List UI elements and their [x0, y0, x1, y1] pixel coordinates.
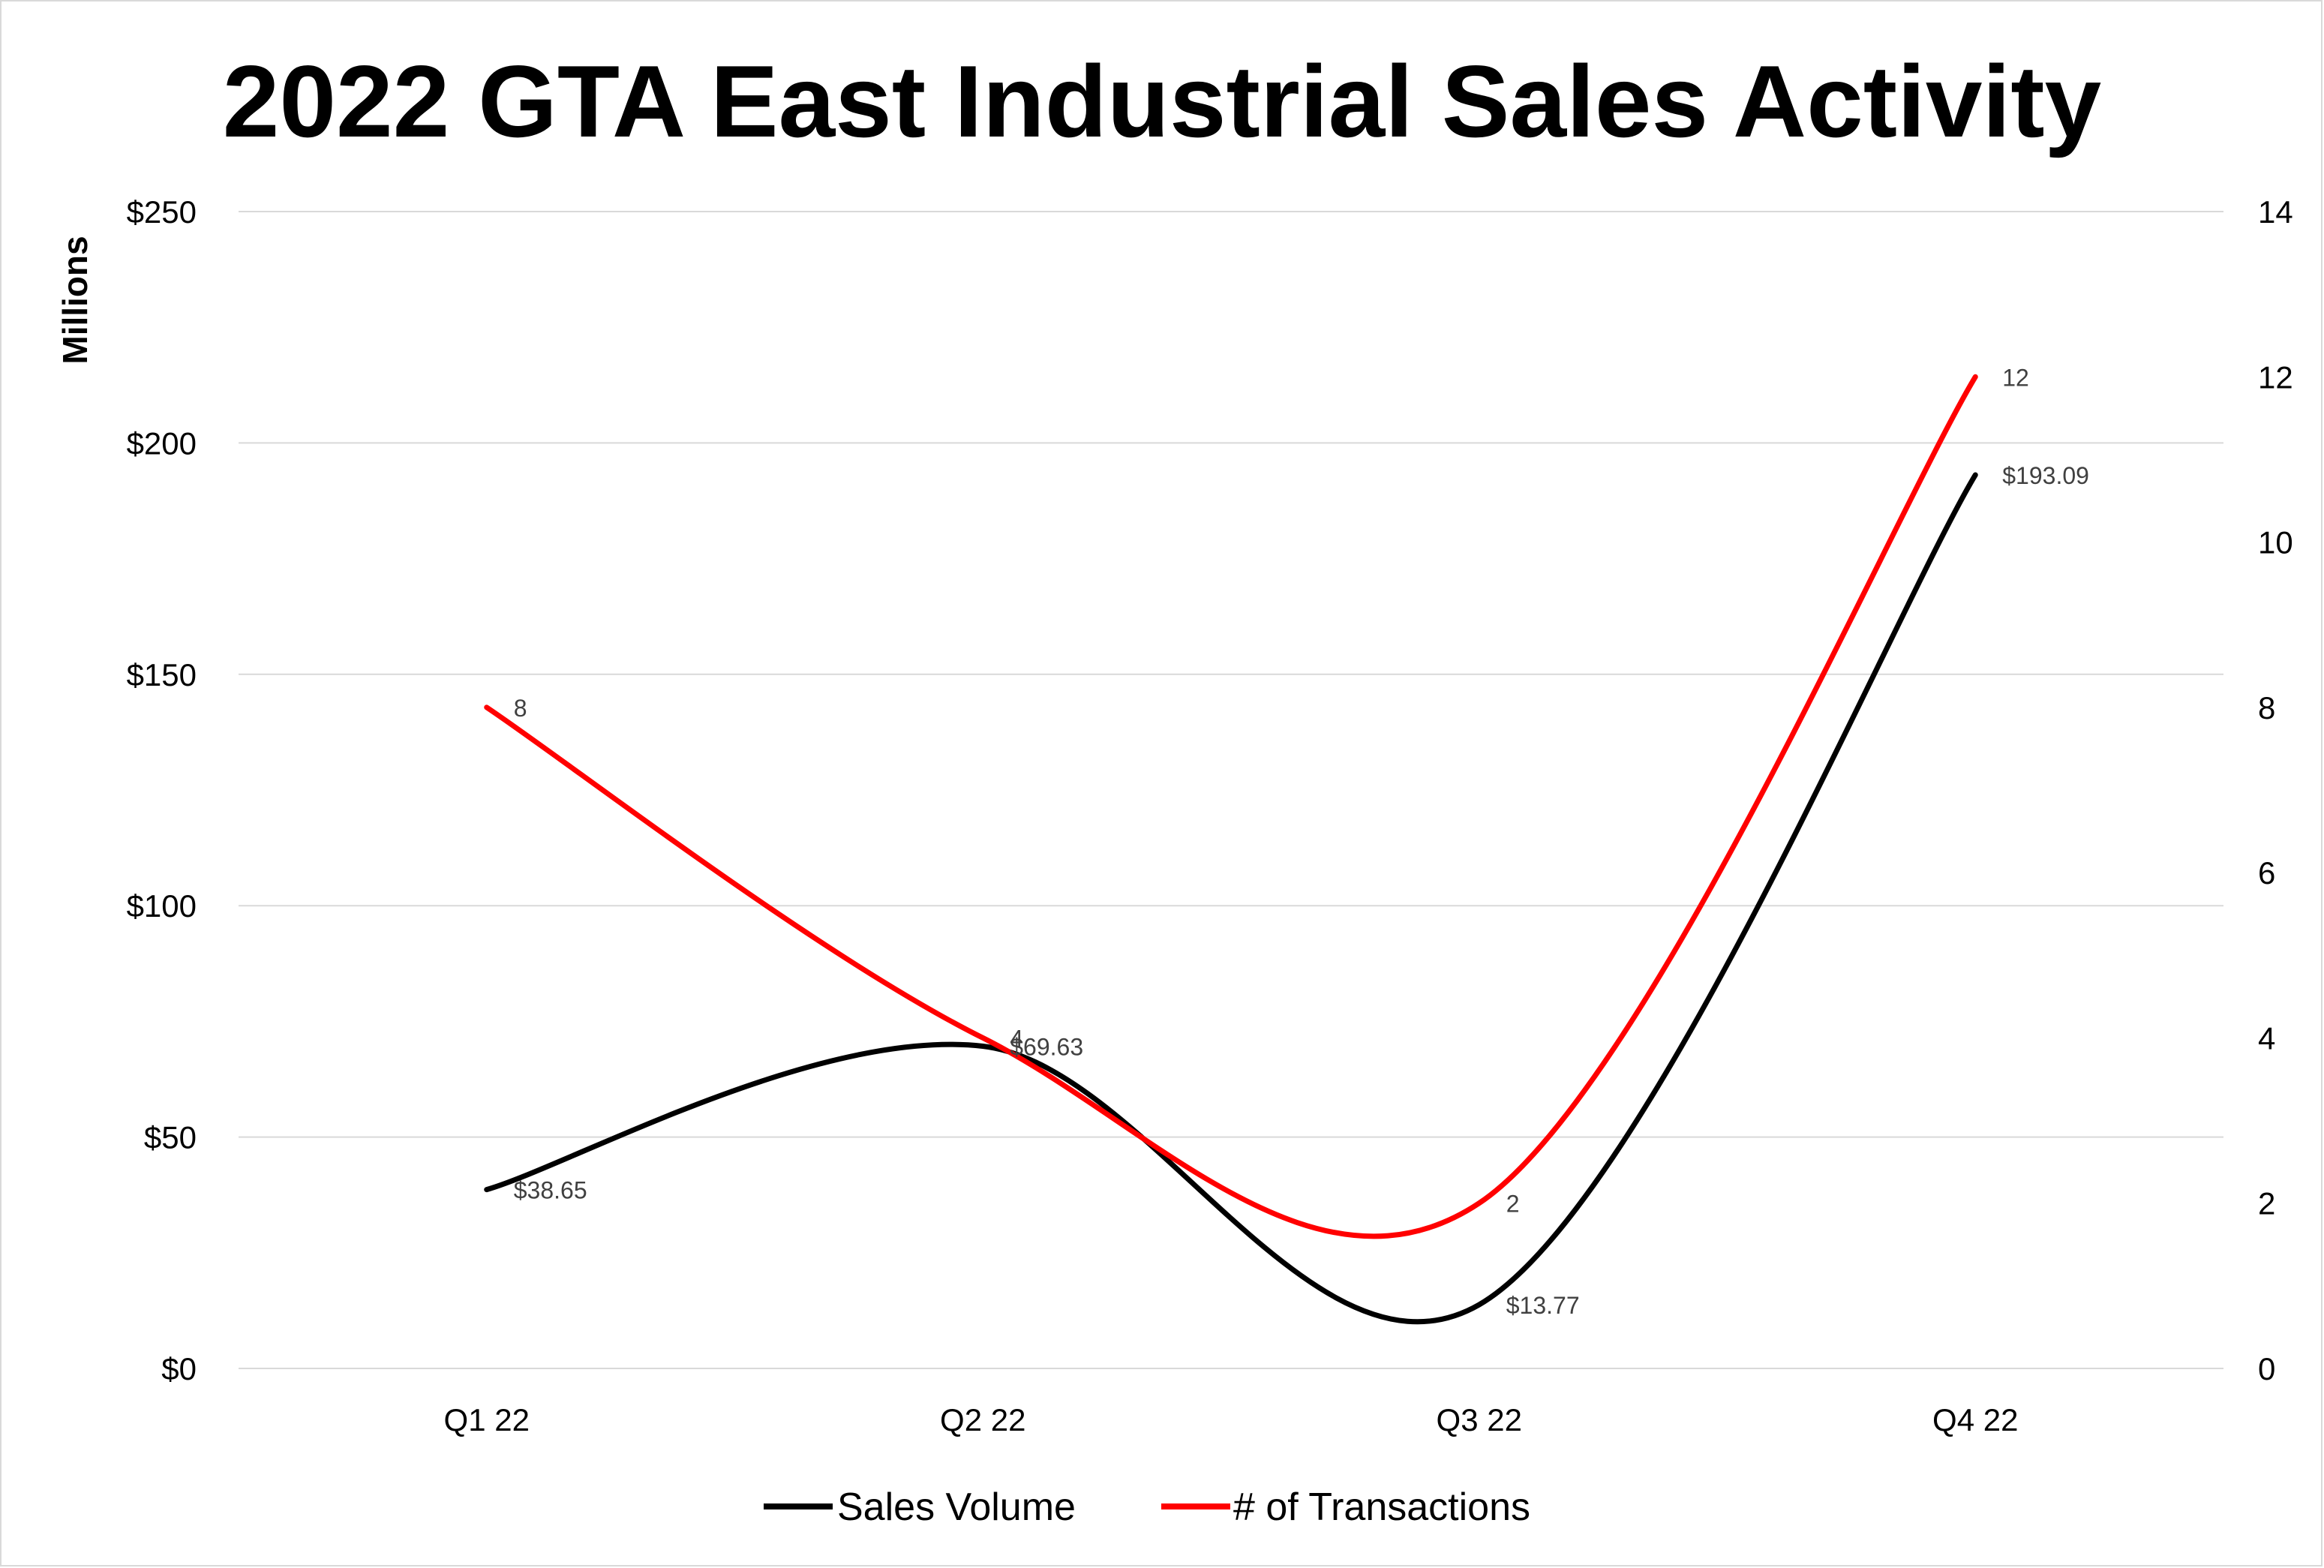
- x-axis-ticks: Q1 22 Q2 22 Q3 22 Q4 22: [444, 1402, 2019, 1437]
- x-axis-tick-label: Q1 22: [444, 1402, 530, 1437]
- right-axis-tick-label: 2: [2258, 1186, 2275, 1221]
- x-axis-tick-label: Q3 22: [1437, 1402, 1522, 1437]
- right-axis-tick-label: 4: [2258, 1020, 2275, 1056]
- data-label-sales-volume: $193.09: [2002, 462, 2089, 489]
- left-axis-tick-label: $200: [127, 425, 197, 461]
- right-axis-tick-label: 8: [2258, 690, 2275, 725]
- data-label-transactions: 2: [1506, 1191, 1520, 1218]
- left-axis-tick-label: $0: [161, 1351, 197, 1386]
- left-axis-tick-label: $100: [127, 888, 197, 924]
- left-axis-ticks: $0 $50 $100 $150 $200 $250: [127, 194, 197, 1386]
- data-labels: $38.65 $69.63 $13.77 $193.09 8 4 2 12: [514, 364, 2089, 1319]
- data-label-sales-volume: $69.63: [1010, 1034, 1083, 1061]
- x-axis-tick-label: Q4 22: [1932, 1402, 2018, 1437]
- data-label-sales-volume: $38.65: [514, 1177, 587, 1204]
- data-label-transactions: 4: [1010, 1025, 1023, 1052]
- left-axis-tick-label: $50: [144, 1120, 197, 1155]
- y-axis-label: Millions: [56, 236, 95, 364]
- right-axis-ticks: 0 2 4 6 8 10 12 14: [2258, 194, 2293, 1386]
- series-line-sales-volume: [484, 472, 1978, 1325]
- right-axis-tick-label: 0: [2258, 1351, 2275, 1386]
- data-label-transactions: 12: [2002, 364, 2029, 391]
- data-label-transactions: 8: [514, 695, 527, 722]
- gridlines: [239, 211, 2223, 1369]
- data-label-sales-volume: $13.77: [1506, 1292, 1580, 1319]
- series-line-transactions: [484, 374, 1978, 1239]
- legend-label-transactions: # of Transactions: [1233, 1485, 1530, 1529]
- right-axis-tick-label: 12: [2258, 359, 2293, 395]
- right-axis-tick-label: 10: [2258, 525, 2293, 560]
- x-axis-tick-label: Q2 22: [940, 1402, 1025, 1437]
- left-axis-tick-label: $250: [127, 194, 197, 230]
- series-lines: [484, 374, 1978, 1325]
- legend-label-sales-volume: Sales Volume: [837, 1485, 1076, 1529]
- chart-title: 2022 GTA East Industrial Sales Activity: [223, 44, 2101, 158]
- right-axis-tick-label: 6: [2258, 855, 2275, 891]
- right-axis-tick-label: 14: [2258, 194, 2293, 230]
- legend: Sales Volume # of Transactions: [764, 1485, 1530, 1529]
- left-axis-tick-label: $150: [127, 657, 197, 692]
